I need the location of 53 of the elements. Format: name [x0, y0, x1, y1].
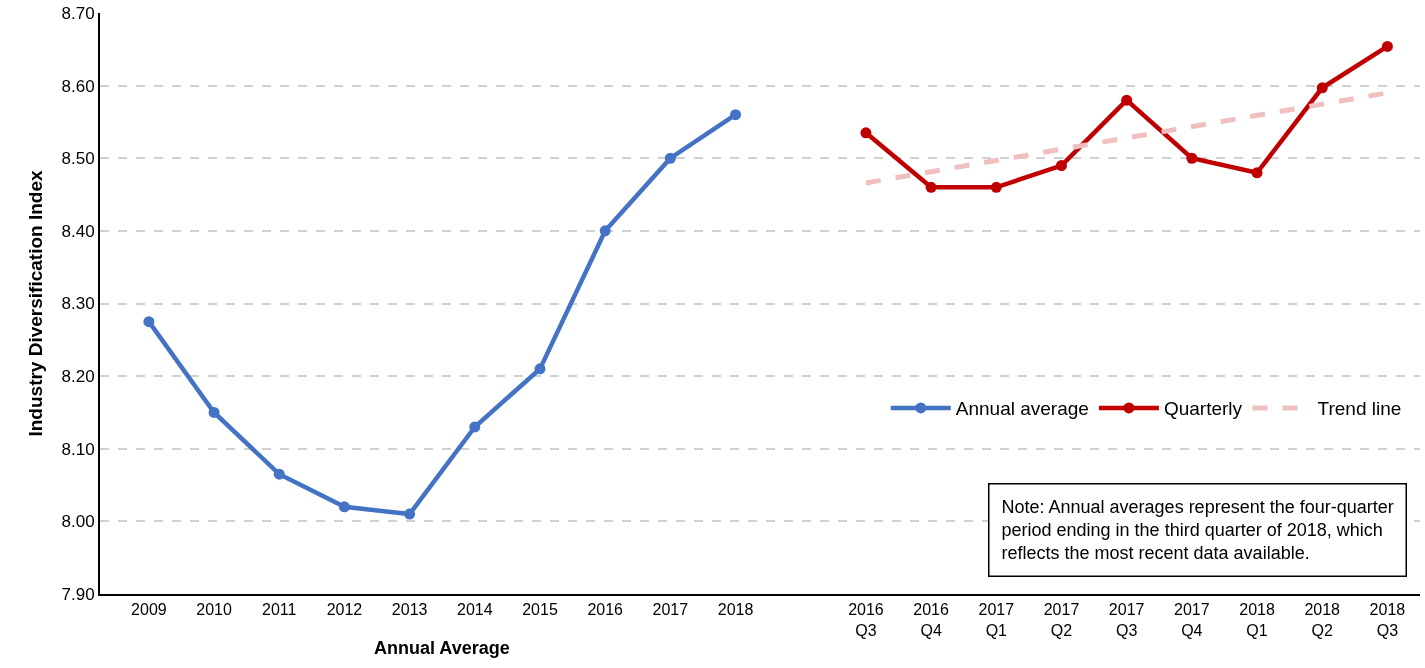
point	[925, 181, 937, 193]
y-tick-label: 7.90	[61, 584, 95, 604]
y-tick-label: 8.60	[61, 76, 95, 96]
y-axis-title: Industry Diversification Index	[24, 170, 46, 437]
y-tick-label: 8.40	[61, 221, 95, 241]
x-tick-label: 2017 Q1	[978, 601, 1015, 639]
x-tick-label: 2014	[457, 601, 493, 619]
y-tick-label: 8.70	[61, 3, 95, 23]
point	[599, 225, 611, 237]
y-tick-label: 8.30	[61, 294, 95, 314]
point	[1055, 160, 1067, 172]
y-tick-label: 8.10	[61, 439, 95, 459]
point	[990, 181, 1002, 193]
legend-label: Annual average	[955, 398, 1089, 420]
point	[143, 316, 155, 328]
x-tick-label: 2016	[587, 601, 624, 619]
point	[860, 127, 872, 139]
x-tick-label: 2017 Q3	[1108, 601, 1145, 639]
x-axis-title: Annual Average	[374, 638, 510, 658]
x-tick-label: 2018 Q3	[1369, 601, 1406, 639]
point	[534, 363, 546, 375]
point	[469, 421, 481, 433]
annotation: Note: Annual averages represent the four-quarter period ending in the third quarter of 2018, which reflects the most recent data available.	[1001, 496, 1394, 564]
x-tick-label: 2018 Q2	[1304, 601, 1341, 639]
x-tick-label: 2017	[652, 601, 689, 619]
x-tick-label: 2017 Q4	[1174, 601, 1210, 639]
x-tick-label: 2009	[131, 601, 167, 619]
y-tick-label: 8.50	[61, 149, 95, 169]
point	[404, 508, 416, 520]
x-tick-label: 2016 Q3	[848, 601, 884, 639]
x-tick-label: 2017 Q2	[1043, 601, 1080, 639]
x-tick-label: 2016 Q4	[913, 601, 950, 639]
x-tick-label: 2013	[391, 601, 428, 619]
y-tick-label: 8.00	[61, 512, 95, 532]
point	[1316, 82, 1328, 94]
x-tick-label: 2018	[717, 601, 754, 619]
y-tick-label: 8.20	[61, 367, 95, 387]
point	[1381, 40, 1393, 52]
legend-label: Quarterly	[1163, 398, 1243, 420]
point	[273, 468, 285, 480]
point	[1251, 167, 1263, 179]
point	[338, 501, 350, 513]
point	[208, 406, 220, 418]
point	[730, 109, 742, 121]
x-tick-label: 2015	[522, 601, 558, 619]
legend-label: Trend line	[1317, 398, 1402, 420]
x-tick-label: 2011	[262, 601, 297, 619]
point	[664, 152, 676, 164]
x-tick-label: 2012	[326, 601, 363, 619]
point	[1186, 152, 1198, 164]
x-tick-label: 2010	[196, 601, 232, 619]
x-tick-label: 2018 Q1	[1239, 601, 1275, 639]
point	[1121, 94, 1133, 106]
